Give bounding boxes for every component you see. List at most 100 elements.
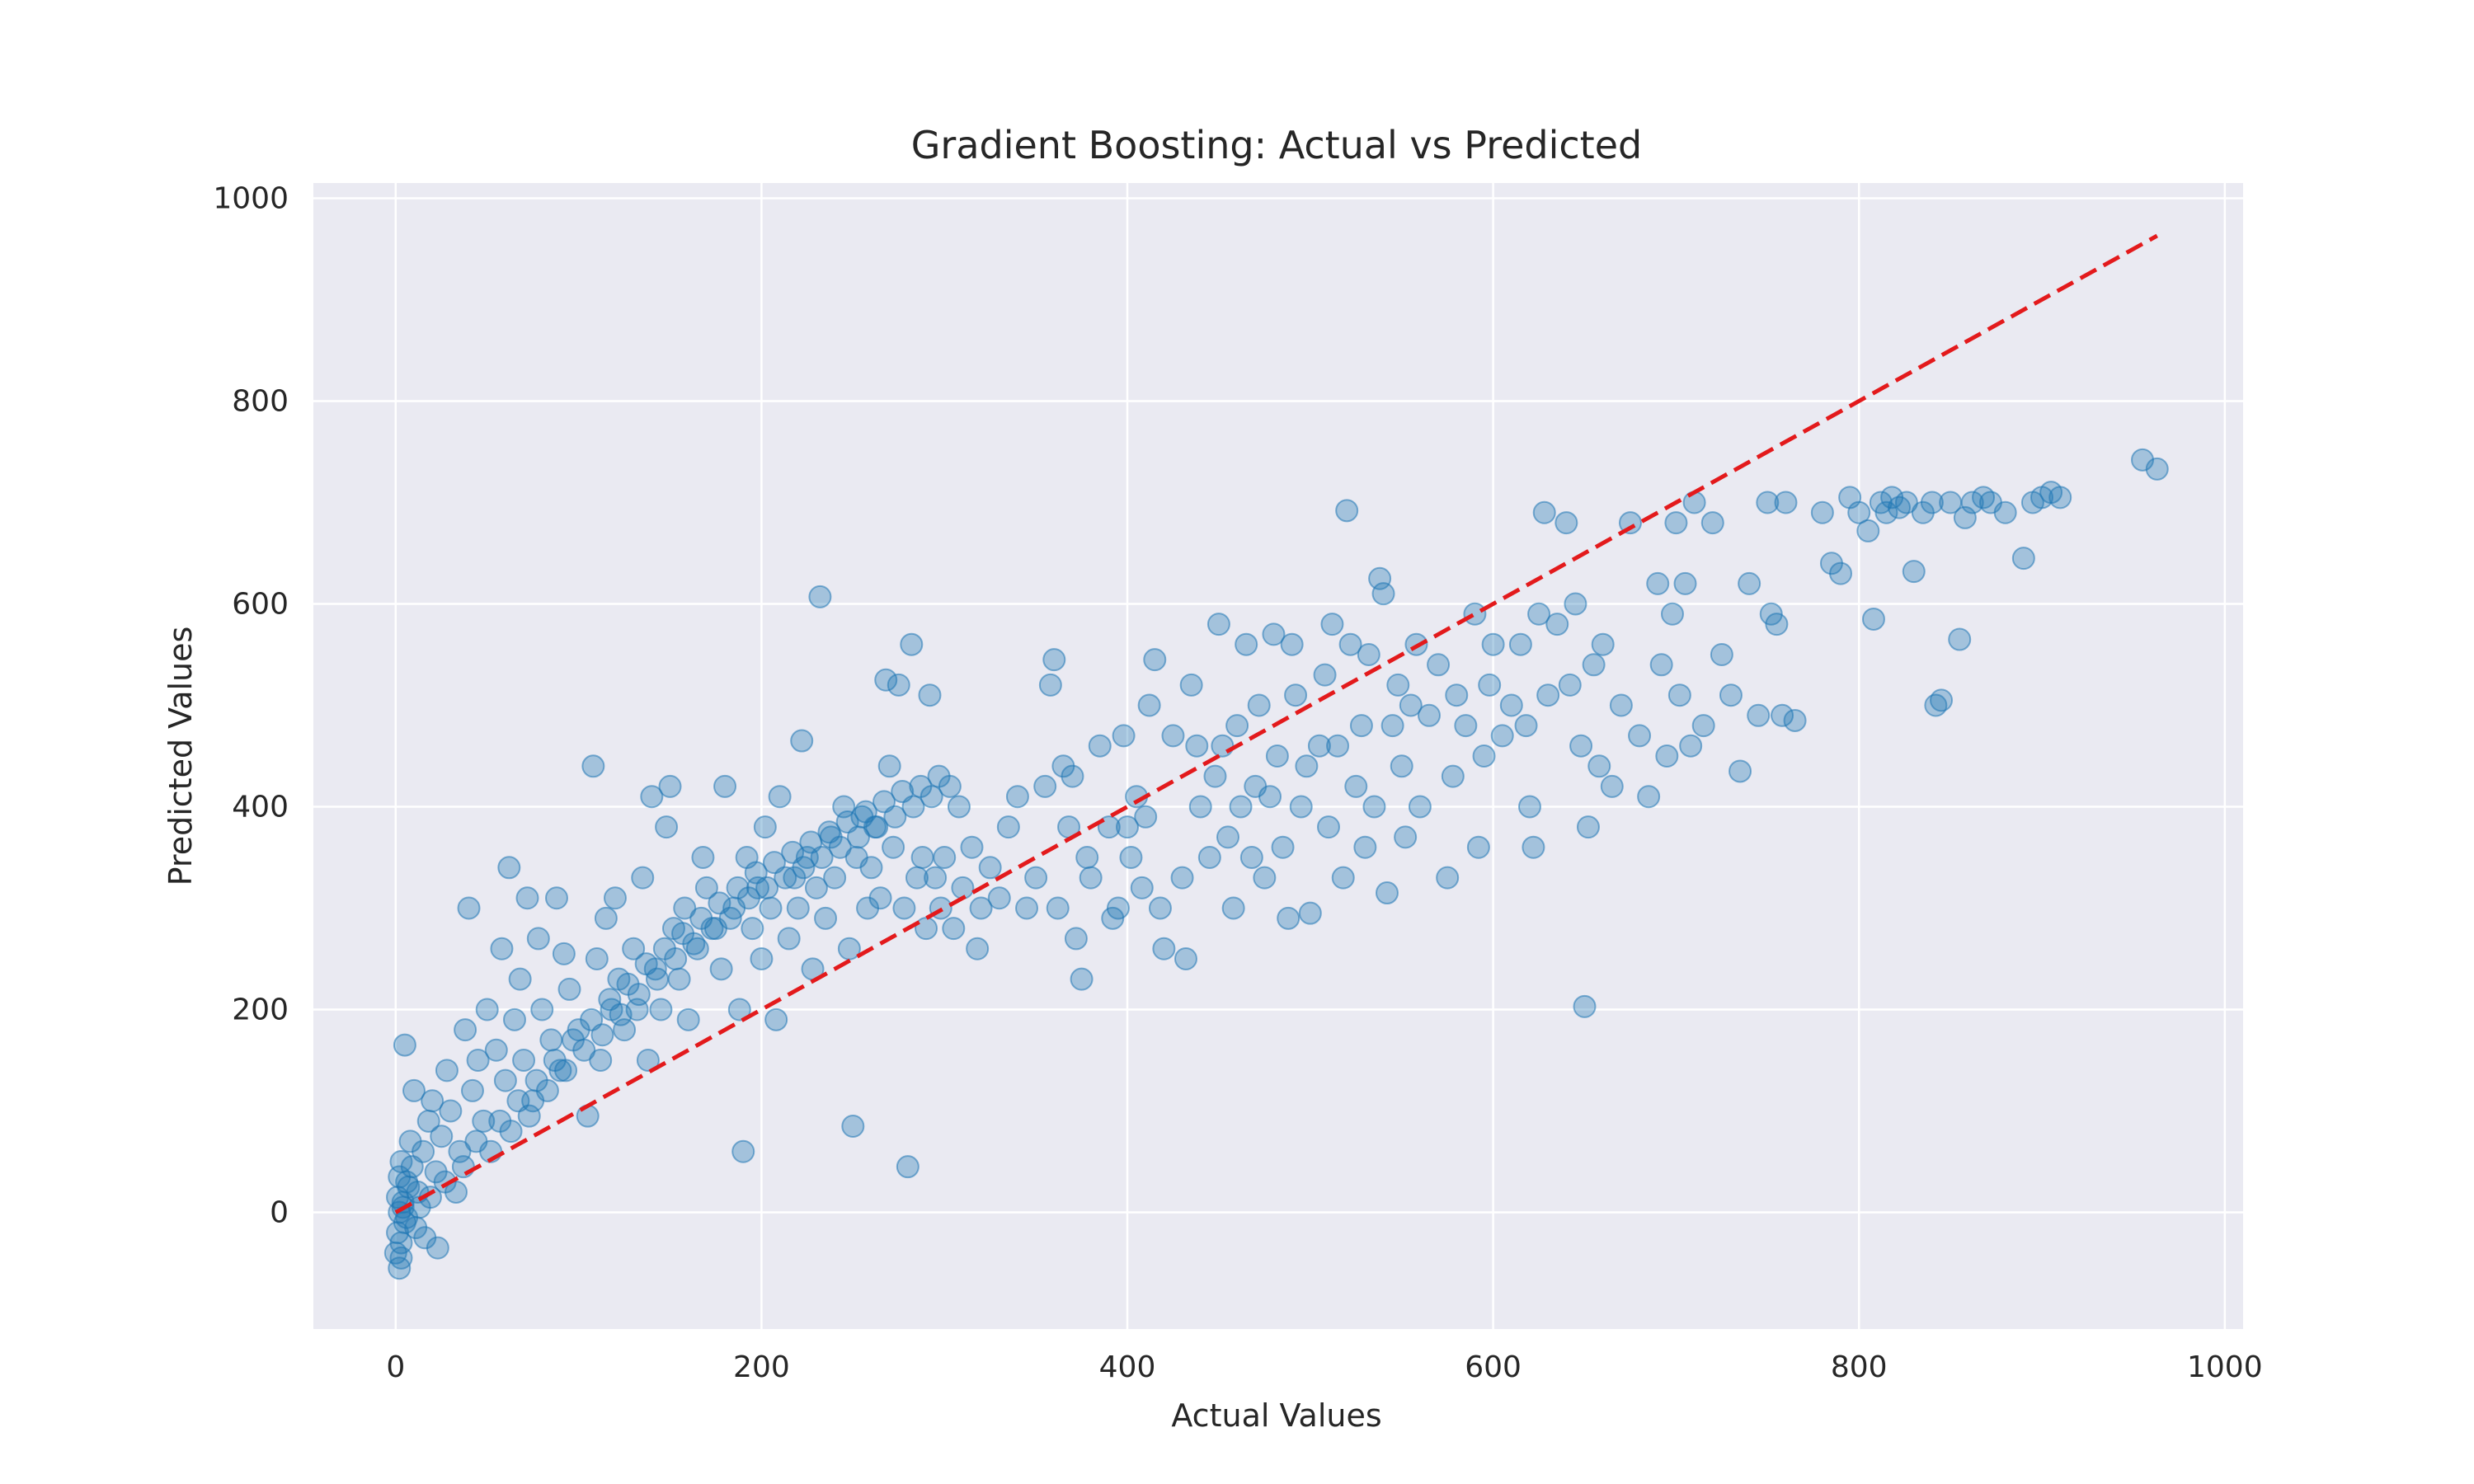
data-point — [581, 754, 605, 778]
data-point — [1298, 901, 1322, 925]
data-point — [1015, 896, 1039, 920]
data-point — [1536, 683, 1560, 707]
data-point — [645, 967, 669, 991]
data-point — [1079, 866, 1103, 890]
data-point — [1353, 835, 1377, 859]
data-point — [512, 1049, 536, 1073]
data-point — [750, 947, 774, 971]
data-point — [667, 967, 691, 991]
data-point — [874, 668, 898, 692]
data-point — [1783, 708, 1807, 732]
data-point — [1861, 607, 1885, 631]
data-point — [1558, 673, 1582, 697]
data-point — [389, 1246, 413, 1270]
data-point — [1038, 673, 1062, 697]
data-point — [397, 1175, 421, 1199]
data-point — [804, 876, 828, 899]
data-point — [636, 1049, 660, 1073]
data-point — [1134, 805, 1158, 829]
data-point — [915, 917, 938, 941]
data-point — [1116, 815, 1140, 839]
data-point — [526, 927, 550, 951]
data-point — [1225, 714, 1249, 738]
data-point — [457, 896, 481, 920]
data-point — [865, 815, 889, 839]
data-point — [1729, 759, 1752, 783]
data-point — [1664, 511, 1688, 535]
data-point — [1649, 653, 1673, 677]
data-point — [1221, 896, 1245, 920]
data-point — [1463, 602, 1487, 626]
data-point — [493, 1068, 517, 1092]
data-point — [1829, 561, 1853, 585]
data-point — [460, 1078, 484, 1102]
data-point — [868, 886, 892, 910]
data-point — [1203, 764, 1227, 788]
x-tick-label: 200 — [733, 1350, 790, 1384]
data-point — [774, 866, 797, 890]
plot-area — [313, 183, 2243, 1329]
data-point — [622, 937, 646, 960]
data-point — [1902, 560, 1926, 584]
data-point — [918, 683, 942, 707]
data-point — [1700, 511, 1724, 535]
data-point — [585, 947, 609, 971]
data-point — [1143, 648, 1167, 672]
data-point — [402, 1078, 426, 1102]
data-point — [1436, 866, 1460, 890]
data-point — [1284, 683, 1308, 707]
chart-title: Gradient Boosting: Actual vs Predicted — [911, 123, 1642, 167]
data-point — [444, 1180, 468, 1204]
x-tick-label: 600 — [1465, 1350, 1522, 1384]
data-point — [790, 729, 814, 753]
data-point — [658, 774, 682, 798]
data-point — [1152, 937, 1176, 960]
data-point — [883, 805, 907, 829]
data-point — [1679, 734, 1703, 758]
data-point — [828, 835, 852, 859]
data-point — [741, 917, 764, 941]
y-axis-label: Predicted Values — [162, 627, 199, 886]
data-point — [900, 632, 924, 656]
data-point — [960, 835, 984, 859]
data-point — [1591, 632, 1615, 656]
data-point — [497, 856, 521, 880]
data-point — [1514, 714, 1538, 738]
data-point — [896, 1155, 920, 1179]
data-point — [1573, 994, 1597, 1018]
data-point — [1289, 795, 1313, 819]
data-point — [2145, 457, 2169, 481]
data-point — [859, 856, 883, 880]
data-point — [609, 1003, 633, 1026]
data-point — [1564, 592, 1587, 616]
data-point — [400, 1155, 424, 1179]
data-point — [1600, 774, 1624, 798]
y-tick-label: 400 — [232, 791, 289, 824]
data-point — [1313, 663, 1337, 687]
data-point — [1719, 683, 1743, 707]
data-point — [1771, 703, 1794, 727]
data-point — [1197, 846, 1221, 870]
data-point — [475, 998, 499, 1021]
data-point — [1316, 815, 1340, 839]
data-point — [1466, 835, 1490, 859]
data-point — [1481, 632, 1505, 656]
data-point — [490, 937, 514, 960]
data-point — [810, 846, 834, 870]
data-point — [426, 1236, 449, 1260]
data-point — [1088, 734, 1112, 758]
data-point — [777, 927, 801, 951]
data-point — [910, 846, 934, 870]
data-point — [1637, 785, 1661, 809]
data-point — [759, 896, 783, 920]
data-point — [1569, 734, 1593, 758]
data-point — [1148, 896, 1172, 920]
grid-lines — [313, 183, 2243, 1329]
data-point — [664, 947, 688, 971]
data-point — [1499, 693, 1523, 717]
data-point — [1517, 795, 1541, 819]
data-point — [792, 856, 816, 880]
data-point — [1335, 499, 1359, 523]
data-point — [808, 585, 832, 608]
data-point — [1667, 683, 1691, 707]
